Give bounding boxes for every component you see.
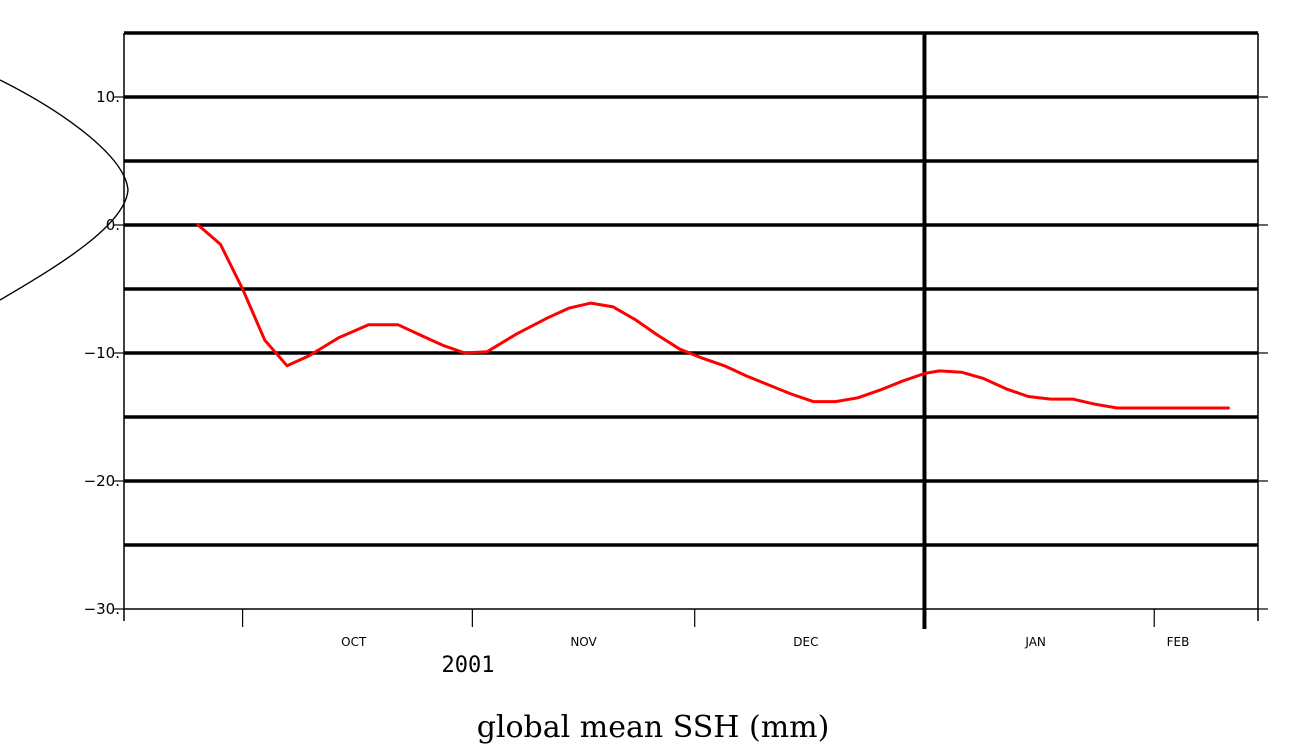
y-tick-label: −30. xyxy=(84,600,120,618)
x-tick-label: FEB xyxy=(1167,635,1190,649)
x-tick-label: OCT xyxy=(341,635,367,649)
overlay-curve xyxy=(0,79,129,301)
x-tick-label: NOV xyxy=(570,635,597,649)
ssh-series-line xyxy=(196,223,1230,410)
labels: −30. −20. −10. 0. 10. OCT NOV DEC JAN FEB xyxy=(84,88,1190,649)
x-tick-label: JAN xyxy=(1024,635,1046,649)
axes xyxy=(114,33,1268,627)
x-tick-label: DEC xyxy=(793,635,818,649)
y-tick-label: −10. xyxy=(84,344,120,362)
chart-title: global mean SSH (mm) xyxy=(477,710,830,745)
series-layer xyxy=(196,223,1230,410)
y-tick-label: 10. xyxy=(96,88,120,106)
gridlines xyxy=(124,31,1258,629)
y-tick-label: 0. xyxy=(106,216,120,234)
year-label: 2001 xyxy=(442,653,495,678)
y-tick-label: −20. xyxy=(84,472,120,490)
